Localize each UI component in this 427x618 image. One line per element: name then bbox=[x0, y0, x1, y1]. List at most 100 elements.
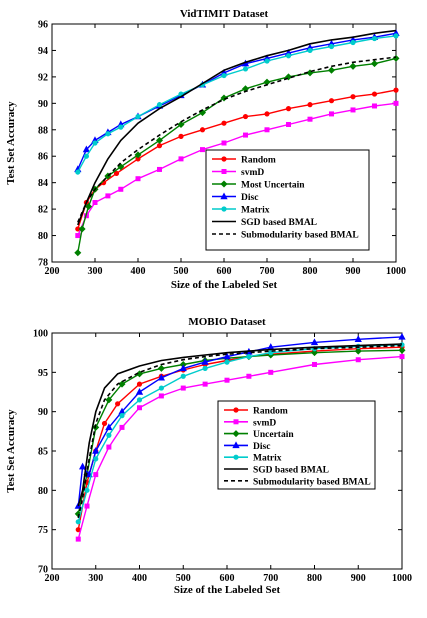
data-point bbox=[393, 87, 399, 93]
data-point bbox=[286, 121, 291, 127]
x-tick-label: 300 bbox=[88, 573, 103, 584]
y-tick-label: 70 bbox=[38, 565, 48, 576]
data-point bbox=[93, 456, 99, 462]
data-point bbox=[82, 145, 91, 153]
data-point bbox=[200, 147, 205, 153]
y-tick-label: 100 bbox=[33, 329, 48, 340]
x-tick-label: 600 bbox=[220, 573, 235, 584]
data-point bbox=[115, 401, 121, 407]
series-line bbox=[77, 344, 403, 519]
data-point bbox=[350, 39, 356, 46]
data-point bbox=[264, 58, 270, 64]
data-point bbox=[136, 381, 143, 387]
data-point bbox=[105, 396, 113, 404]
legend-entry-disc: Disc bbox=[241, 193, 258, 203]
legend-entry-matrix: Matrix bbox=[253, 454, 282, 464]
data-point bbox=[202, 381, 208, 387]
series-matrix bbox=[75, 33, 399, 175]
data-point bbox=[93, 472, 99, 478]
x-tick-label: 400 bbox=[132, 573, 147, 584]
data-point bbox=[221, 72, 227, 79]
data-point bbox=[92, 140, 98, 146]
data-point bbox=[201, 358, 209, 365]
data-point bbox=[398, 346, 406, 354]
series-sgd-based-bmal bbox=[77, 343, 403, 507]
data-point bbox=[246, 373, 252, 379]
y-tick-label: 88 bbox=[38, 125, 48, 136]
data-point bbox=[180, 385, 186, 391]
legend-marker bbox=[220, 192, 228, 200]
series-submodularity-based-bmal bbox=[77, 56, 397, 223]
data-point bbox=[221, 120, 227, 126]
data-point bbox=[350, 94, 356, 100]
legend-entry-most-uncertain: Most Uncertain bbox=[241, 181, 305, 191]
data-point bbox=[92, 200, 98, 205]
x-tick-label: 200 bbox=[45, 573, 60, 584]
data-point bbox=[243, 132, 248, 138]
data-point bbox=[135, 113, 141, 120]
legend-entry-svmd: svmD bbox=[253, 418, 276, 428]
data-point bbox=[179, 364, 187, 372]
data-point bbox=[285, 53, 292, 59]
x-tick-label: 200 bbox=[45, 266, 60, 277]
data-point bbox=[118, 124, 124, 130]
data-point bbox=[135, 176, 141, 182]
legend-entry-submodularity-based-bmal: Submodularity based BMAL bbox=[253, 477, 371, 487]
y-tick-label: 80 bbox=[38, 231, 48, 242]
data-point bbox=[310, 349, 319, 357]
data-point bbox=[101, 420, 108, 427]
data-point bbox=[135, 387, 144, 395]
data-point bbox=[158, 385, 164, 391]
data-point bbox=[264, 127, 270, 133]
legend-marker bbox=[221, 169, 227, 174]
x-axis-label: Size of the Labeled Set bbox=[171, 279, 278, 291]
y-axis-label: Test Set Accuracy bbox=[5, 101, 17, 185]
legend-marker bbox=[232, 430, 240, 438]
data-point bbox=[157, 373, 166, 381]
data-point bbox=[157, 364, 165, 372]
data-point bbox=[75, 519, 81, 525]
data-point bbox=[92, 446, 100, 454]
y-tick-label: 75 bbox=[38, 525, 48, 536]
y-tick-label: 90 bbox=[38, 99, 48, 110]
legend-entry-matrix: Matrix bbox=[241, 206, 270, 216]
data-point bbox=[84, 503, 90, 509]
y-tick-label: 84 bbox=[38, 178, 48, 189]
data-point bbox=[158, 393, 164, 399]
data-point bbox=[268, 369, 274, 375]
data-point bbox=[157, 166, 162, 172]
legend-marker bbox=[233, 407, 239, 413]
data-point bbox=[224, 377, 230, 383]
data-point bbox=[84, 487, 90, 493]
legend-entry-svmd: svmD bbox=[241, 168, 264, 178]
series-line bbox=[77, 35, 397, 173]
legend-marker bbox=[233, 419, 239, 425]
data-point bbox=[349, 62, 357, 70]
y-tick-label: 95 bbox=[38, 368, 48, 379]
data-point bbox=[202, 365, 208, 371]
data-point bbox=[312, 361, 317, 367]
x-tick-label: 1000 bbox=[386, 266, 406, 277]
data-point bbox=[118, 380, 126, 388]
data-point bbox=[199, 127, 206, 133]
legend-marker bbox=[233, 454, 239, 460]
series-line bbox=[77, 343, 403, 507]
data-point bbox=[106, 432, 112, 438]
legend-entry-disc: Disc bbox=[253, 442, 270, 452]
data-point bbox=[119, 412, 125, 419]
y-tick-label: 82 bbox=[38, 205, 48, 216]
y-tick-label: 90 bbox=[38, 407, 48, 418]
x-tick-label: 700 bbox=[263, 573, 278, 584]
data-point bbox=[136, 397, 143, 403]
legend-marker bbox=[232, 441, 240, 449]
data-point bbox=[155, 136, 164, 144]
data-point bbox=[106, 444, 112, 450]
data-point bbox=[156, 143, 163, 149]
series-submodularity-based-bmal bbox=[77, 344, 403, 519]
data-point bbox=[242, 66, 249, 72]
data-point bbox=[137, 405, 142, 411]
chart-vidtimit-dataset: VidTIMIT Dataset 200 300 400 500 600 700 800 900… bbox=[5, 8, 406, 291]
x-tick-label: 800 bbox=[303, 266, 318, 277]
data-point bbox=[393, 33, 399, 39]
